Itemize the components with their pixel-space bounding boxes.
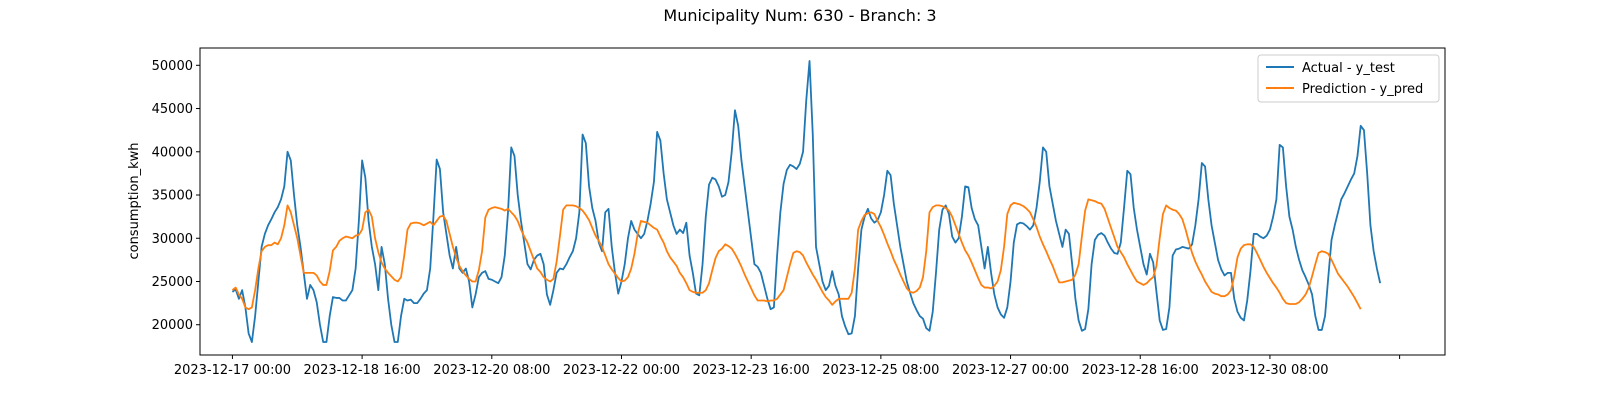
x-tick-label: 2023-12-28 16:00: [1082, 363, 1199, 378]
x-tick-label: 2023-12-30 08:00: [1211, 363, 1328, 378]
y-tick-label: 25000: [152, 275, 193, 290]
series-line-actual: [231, 60, 1382, 343]
y-tick-label: 30000: [152, 232, 193, 247]
y-tick-label: 20000: [152, 318, 193, 333]
legend-label-actual: Actual - y_test: [1302, 61, 1395, 76]
x-tick-label: 2023-12-17 00:00: [174, 363, 291, 378]
plot-area: [231, 60, 1382, 343]
legend-frame: [1257, 54, 1440, 103]
y-tick-label: 35000: [152, 189, 193, 204]
legend-label-prediction: Prediction - y_pred: [1302, 82, 1423, 97]
x-tick-label: 2023-12-22 00:00: [563, 363, 680, 378]
y-tick-label: 40000: [152, 145, 193, 160]
legend: Actual - y_test Prediction - y_pred: [1257, 54, 1440, 103]
y-tick-label: 50000: [152, 59, 193, 74]
x-tick-label: 2023-12-20 08:00: [433, 363, 550, 378]
x-tick-label: 2023-12-23 16:00: [693, 363, 810, 378]
series-line-prediction: [231, 198, 1362, 311]
x-tick-label: 2023-12-27 00:00: [952, 363, 1069, 378]
plot-frame: [199, 47, 1446, 356]
x-tick-label: 2023-12-18 16:00: [304, 363, 421, 378]
y-tick-label: 45000: [152, 102, 193, 117]
chart-title: Municipality Num: 630 - Branch: 3: [663, 6, 936, 25]
x-axis: 2023-12-17 00:00 2023-12-18 16:00 2023-12-…: [174, 355, 1401, 378]
y-axis: 20000 25000 30000 35000 40000 45000 50000: [152, 59, 200, 333]
x-tick-label: 2023-12-25 08:00: [822, 363, 939, 378]
y-axis-label: consumption_kwh: [127, 142, 142, 259]
